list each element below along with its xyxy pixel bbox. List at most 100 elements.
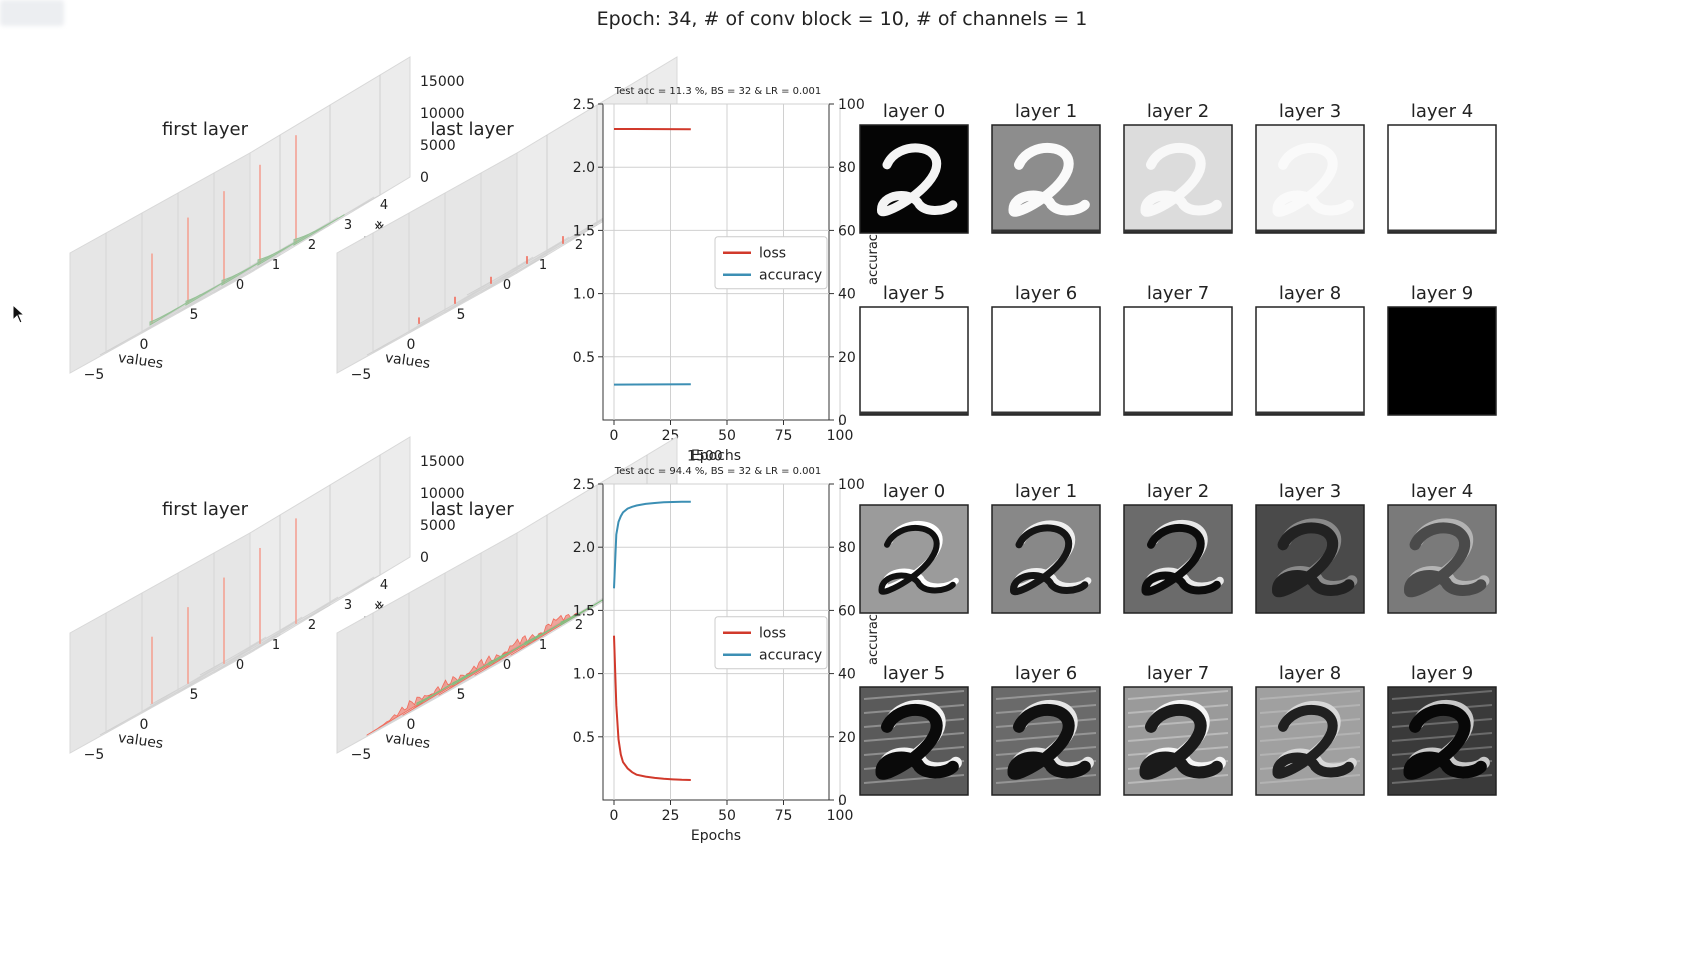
layer-thumbnail: layer 8 xyxy=(1255,663,1365,796)
feature-map-background xyxy=(991,124,1101,234)
grid-line xyxy=(105,636,267,734)
batch-tick-label: 4 xyxy=(380,198,388,213)
layer-label: layer 4 xyxy=(1411,481,1473,502)
digit-stroke xyxy=(1404,522,1487,598)
texture-stripe xyxy=(1259,718,1361,728)
layer-thumbnail: layer 6 xyxy=(991,283,1101,416)
feature-map-background xyxy=(1255,124,1365,234)
layer-thumbnail: layer 2 xyxy=(1123,481,1233,614)
feature-map-background xyxy=(1123,306,1233,416)
batch-tick-label: 1 xyxy=(272,638,280,653)
batch-tick-label: 4 xyxy=(380,578,388,593)
batch-tick-label: 1 xyxy=(272,258,280,273)
y-tick-label: 2.0 xyxy=(573,540,595,556)
layer-thumbnail: layer 3 xyxy=(1255,101,1365,234)
digit-stroke xyxy=(1139,703,1223,780)
batch-tick-label: 3 xyxy=(344,598,352,613)
feature-map-background xyxy=(859,306,969,416)
y-right-tick-label: 100 xyxy=(838,97,865,113)
batch-tick-label: 2 xyxy=(575,618,583,633)
layer-label: layer 0 xyxy=(883,481,945,502)
grid-line xyxy=(444,216,606,314)
x-axis-label: values xyxy=(117,350,164,372)
x-tick-label: 75 xyxy=(775,808,793,824)
x-tick-label: 25 xyxy=(662,808,680,824)
batch-tick-label: 2 xyxy=(308,238,316,253)
y-right-tick-label: 20 xyxy=(838,730,856,746)
histogram-title: first layer xyxy=(162,499,249,520)
series-line-loss xyxy=(613,635,691,781)
x-tick-label: −5 xyxy=(84,747,105,763)
histogram-title: last layer xyxy=(430,499,514,520)
x-tick-label: 0 xyxy=(140,337,149,353)
texture-stripe xyxy=(863,732,965,742)
x-tick-label: 0 xyxy=(407,337,416,353)
layer-thumbnail: layer 0 xyxy=(859,481,969,614)
layer-thumbnail: layer 8 xyxy=(1255,283,1365,416)
y-right-tick-label: 80 xyxy=(838,540,856,556)
y-right-tick-label: 60 xyxy=(838,603,856,619)
feature-map-background xyxy=(1387,306,1497,416)
x-tick-label: 100 xyxy=(827,428,854,444)
batch-tick-label: 3 xyxy=(344,218,352,233)
layer-thumbnail: layer 5 xyxy=(859,283,969,416)
histogram-title: last layer xyxy=(430,119,514,140)
texture-stripe xyxy=(995,718,1097,728)
z-tick-label: 10000 xyxy=(420,106,465,122)
grid-line xyxy=(141,616,303,714)
layer-label: layer 6 xyxy=(1015,283,1077,304)
z-tick-label: 5000 xyxy=(420,138,456,154)
series-line-accuracy xyxy=(613,500,691,589)
z-tick-label: 5000 xyxy=(420,518,456,534)
layer-thumbnail: layer 9 xyxy=(1387,283,1497,416)
digit-stroke xyxy=(1008,142,1090,217)
y-right-tick-label: 60 xyxy=(838,223,856,239)
z-tick-label: 0 xyxy=(420,170,429,186)
layer-label: layer 4 xyxy=(1411,101,1473,122)
z-tick-label: 0 xyxy=(420,550,429,566)
z-tick-label: 15000 xyxy=(420,454,465,470)
digit-stroke xyxy=(878,524,956,595)
y-tick-label: 2.5 xyxy=(573,97,595,113)
x-tick-label: 100 xyxy=(827,808,854,824)
feature-map-background xyxy=(991,306,1101,416)
layer-label: layer 5 xyxy=(883,663,945,684)
digit-stroke xyxy=(1141,523,1221,596)
layer-label: layer 7 xyxy=(1147,663,1209,684)
x-tick-label: 0 xyxy=(610,808,619,824)
layer-thumbnail: layer 7 xyxy=(1123,663,1233,796)
hist-bars-gradients xyxy=(293,213,345,246)
layer-label: layer 9 xyxy=(1411,283,1473,304)
layer-thumbnail: layer 4 xyxy=(1387,481,1497,614)
x-tick-label: 5 xyxy=(190,687,199,703)
digit-stroke xyxy=(1010,524,1089,596)
y-right-tick-label: 40 xyxy=(838,287,856,303)
digit-stroke xyxy=(1007,703,1091,780)
batch-tick-label: 0 xyxy=(503,658,511,673)
right-axis-label: accuracy xyxy=(866,606,881,665)
feature-map-background xyxy=(1387,124,1497,234)
x-tick-label: 0 xyxy=(407,717,416,733)
legend-label: loss xyxy=(759,246,786,262)
texture-stripe xyxy=(1391,732,1493,742)
x-tick-label: 0 xyxy=(140,717,149,733)
x-tick-label: −5 xyxy=(351,367,372,383)
layer-thumbnail: layer 4 xyxy=(1387,101,1497,234)
layer-thumbnail: layer 3 xyxy=(1255,481,1365,614)
y-tick-label: 2.5 xyxy=(573,477,595,493)
layer-thumbnail: layer 2 xyxy=(1123,101,1233,234)
x-tick-label: 50 xyxy=(718,808,736,824)
layer-label: layer 7 xyxy=(1147,283,1209,304)
grid-line xyxy=(408,236,570,334)
y-right-tick-label: 40 xyxy=(838,667,856,683)
grid-line xyxy=(213,576,375,674)
x-axis-label: values xyxy=(384,350,431,372)
digit-stroke xyxy=(1272,522,1355,598)
layer-label: layer 9 xyxy=(1411,663,1473,684)
layer-thumbnail: layer 0 xyxy=(859,101,969,234)
feature-map-background xyxy=(1255,306,1365,416)
texture-stripe xyxy=(1259,732,1361,742)
y-right-tick-label: 80 xyxy=(838,160,856,176)
feature-map-background xyxy=(859,124,969,234)
